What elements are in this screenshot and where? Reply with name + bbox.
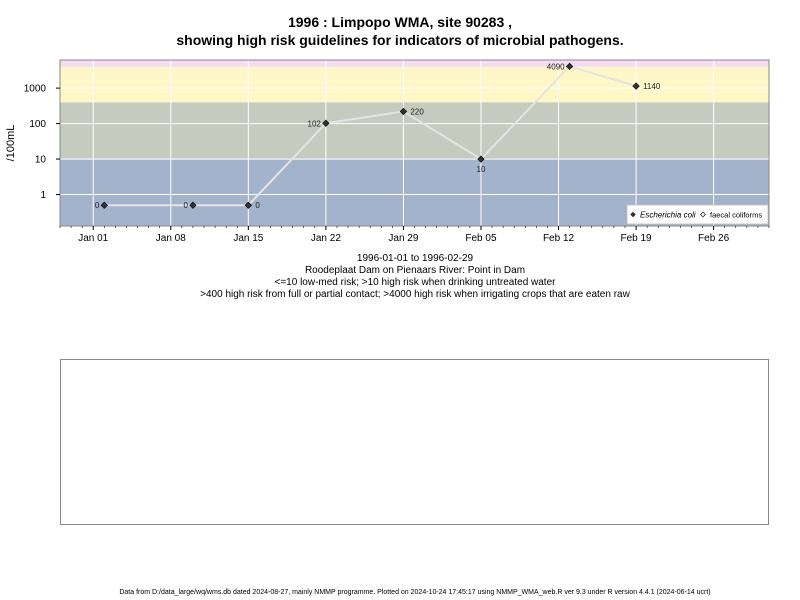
data-point-1 [189, 201, 197, 209]
x-tick-label: Jan 15 [233, 233, 263, 244]
data-label-1: 0 [183, 201, 188, 210]
risk-band-2 [60, 66, 769, 103]
subtitle-guideline-2: >400 high risk from full or partial cont… [200, 289, 630, 300]
series-line-0 [104, 65, 637, 207]
data-label-4: 220 [410, 107, 424, 116]
data-label-5: 10 [477, 165, 486, 174]
data-point-2 [244, 201, 252, 209]
risk-band-3 [60, 60, 769, 67]
series-layer: 0 0 0 102 220 10 4090 1140 [95, 62, 661, 210]
data-point-7 [632, 82, 640, 90]
risk-bands [60, 60, 769, 226]
data-point-3 [322, 119, 330, 127]
subtitle-site: Roodeplaat Dam on Pienaars River: Point … [304, 265, 526, 276]
data-label-3: 102 [308, 119, 322, 128]
empty-plot-panel [60, 359, 769, 525]
data-label-2: 0 [255, 201, 260, 210]
chart-title-line-2: showing high risk guidelines for indicat… [176, 32, 624, 48]
x-tick-label: Jan 29 [388, 233, 418, 244]
data-label-6: 4090 [547, 62, 565, 71]
legend-box [626, 204, 769, 225]
data-point-5 [477, 155, 485, 163]
y-tick-label: 100 [29, 119, 46, 130]
legend-marker-faecal-coliforms [700, 211, 706, 218]
y-tick-label: 1 [40, 190, 46, 201]
y-tick-label: 10 [35, 155, 47, 166]
legend-label-escherichia-coli: Escherichia coli [640, 211, 696, 220]
legend-marker-escherichia-coli [630, 211, 636, 218]
x-tick-label: Jan 01 [78, 233, 108, 244]
risk-band-1 [60, 102, 769, 160]
subtitle-guideline-1: <=10 low-med risk; >10 high risk when dr… [274, 277, 556, 288]
chart-title-line-1: 1996 : Limpopo WMA, site 90283 , [287, 14, 513, 30]
x-tick-label: Jan 22 [311, 233, 341, 244]
x-tick-label: Feb 05 [465, 233, 497, 244]
x-tick-label: Feb 12 [543, 233, 575, 244]
data-point-4 [399, 107, 408, 116]
data-point-6 [565, 62, 574, 71]
y-tick-label: 1000 [24, 84, 47, 95]
grid-lines [60, 60, 769, 226]
x-tick-label: Jan 08 [156, 233, 186, 244]
x-tick-label: Feb 26 [698, 233, 730, 244]
y-axis-label: /100mL [5, 125, 17, 162]
footer-note: Data from D:/data_large/wq/wms.db dated … [119, 589, 711, 596]
legend: Escherichia coli faecal coliforms [626, 204, 769, 225]
subtitle-date-range: 1996-01-01 to 1996-02-29 [356, 253, 474, 264]
data-point-0 [100, 201, 108, 209]
legend-label-faecal-coliforms: faecal coliforms [710, 211, 762, 220]
data-label-0: 0 [95, 201, 100, 210]
axes: Jan 01 Jan 08 Jan 15 Jan 22 Jan 29 Feb 05 Feb … [5, 59, 770, 244]
data-label-7: 1140 [643, 82, 661, 91]
x-tick-label: Feb 19 [620, 233, 652, 244]
